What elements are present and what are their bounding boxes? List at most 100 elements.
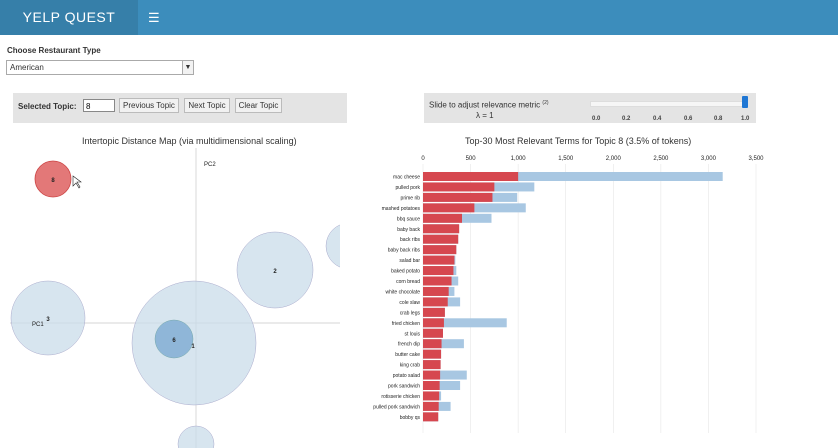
term-label[interactable]: mac cheese: [393, 175, 420, 181]
topic-frequency-bar[interactable]: [423, 401, 439, 411]
term-label[interactable]: pork sandwich: [388, 384, 420, 390]
x-tick-label: 1,500: [558, 156, 574, 162]
term-label[interactable]: rotisserie chicken: [381, 394, 420, 400]
slider-tick: 1.0: [741, 116, 750, 122]
terms-chart-title: Top-30 Most Relevant Terms for Topic 8 (…: [465, 136, 692, 146]
intertopic-map-title: Intertopic Distance Map (via multidimens…: [82, 136, 297, 146]
relevance-note: (2): [542, 100, 549, 106]
term-label[interactable]: pulled pork sandwich: [373, 404, 420, 410]
topic-frequency-bar[interactable]: [423, 339, 442, 349]
menu-icon[interactable]: ☰: [148, 10, 160, 25]
slider-tick: 0.2: [622, 116, 631, 122]
topic-frequency-bar[interactable]: [423, 255, 455, 265]
topic-frequency-bar[interactable]: [423, 224, 460, 234]
topic-frequency-bar[interactable]: [423, 213, 463, 223]
terms-bar-chart: 0 500 1,000 1,500 2,000 2,500 3,000 3,500 mac c…: [373, 156, 764, 433]
x-tick-label: 500: [466, 156, 477, 162]
topic-controls: Selected Topic: 8 Previous Topic Next To…: [13, 93, 347, 123]
term-label[interactable]: salad bar: [399, 258, 420, 264]
term-label[interactable]: bbq sauce: [397, 216, 420, 222]
overall-frequency-bar[interactable]: [423, 318, 507, 328]
restaurant-type-label: Choose Restaurant Type: [7, 46, 101, 55]
topic-frequency-bar[interactable]: [423, 286, 449, 296]
topic-frequency-bar[interactable]: [423, 307, 445, 317]
term-label[interactable]: corn bread: [396, 279, 420, 285]
topic-frequency-bar[interactable]: [423, 391, 440, 401]
mouse-cursor-icon: [72, 175, 82, 189]
x-tick-label: 3,500: [748, 156, 764, 162]
clear-topic-button[interactable]: Clear Topic: [235, 98, 282, 113]
topic-circle-2[interactable]: [236, 231, 314, 309]
relevance-slider-track[interactable]: [590, 101, 746, 107]
term-label[interactable]: white chocolate: [386, 289, 421, 295]
top-navbar: YELP QUEST ☰: [0, 0, 838, 35]
term-label[interactable]: butter cake: [395, 352, 420, 358]
x-tick-label: 1,000: [511, 156, 527, 162]
term-label[interactable]: bobby qs: [400, 415, 421, 421]
term-label[interactable]: cole slaw: [399, 300, 420, 306]
next-topic-button[interactable]: Next Topic: [184, 98, 230, 113]
topic-frequency-bar[interactable]: [423, 266, 454, 276]
topic-frequency-bar[interactable]: [423, 328, 443, 338]
app-brand[interactable]: YELP QUEST: [0, 0, 138, 35]
topic-circle-partial[interactable]: [177, 425, 215, 448]
relevance-slider-handle[interactable]: [742, 96, 748, 108]
term-label[interactable]: crab legs: [400, 310, 421, 316]
restaurant-type-value: American: [10, 63, 44, 72]
term-label[interactable]: prime rib: [401, 195, 421, 201]
topic-frequency-bar[interactable]: [423, 172, 519, 181]
slider-tick: 0.8: [714, 116, 723, 122]
topic-label: 2: [273, 269, 277, 275]
term-label[interactable]: french dip: [398, 342, 420, 348]
topic-frequency-bar[interactable]: [423, 381, 440, 390]
topic-frequency-bar[interactable]: [423, 192, 493, 202]
overall-frequency-bar[interactable]: [423, 370, 467, 380]
term-label[interactable]: king crab: [400, 363, 421, 369]
previous-topic-button[interactable]: Previous Topic: [119, 98, 179, 113]
selected-topic-input[interactable]: 8: [83, 99, 115, 112]
x-tick-label: 3,000: [701, 156, 717, 162]
relevance-label: Slide to adjust relevance metric (2): [429, 100, 549, 110]
intertopic-distance-map: PC2 PC1 8 4 2 3 6 1: [10, 148, 340, 448]
x-tick-label: 0: [421, 156, 425, 162]
topic-frequency-bar[interactable]: [423, 349, 442, 359]
term-label[interactable]: back ribs: [400, 237, 421, 243]
term-label[interactable]: baked potato: [391, 269, 420, 275]
term-label[interactable]: baby back: [397, 227, 420, 233]
term-label[interactable]: mashed potatoes: [382, 206, 421, 212]
topic-frequency-bar[interactable]: [423, 360, 441, 370]
topic-frequency-bar[interactable]: [423, 297, 448, 307]
chevron-down-icon[interactable]: ▼: [182, 61, 193, 74]
term-label[interactable]: pulled pork: [396, 185, 421, 191]
slider-tick: 0.0: [592, 116, 601, 122]
topic-circle-1[interactable]: [131, 280, 257, 406]
topic-frequency-bar[interactable]: [423, 234, 459, 244]
overall-frequency-bar[interactable]: [423, 172, 723, 181]
topic-label: 6: [172, 338, 176, 344]
topic-label: 1: [191, 344, 195, 350]
term-label[interactable]: fried chicken: [392, 321, 420, 327]
overall-frequency-bar[interactable]: [423, 339, 464, 349]
topic-frequency-bar[interactable]: [423, 182, 495, 192]
term-label[interactable]: st louis: [404, 331, 420, 337]
term-label[interactable]: potato salad: [393, 373, 420, 379]
topic-circle-6[interactable]: [154, 319, 194, 359]
topic-frequency-bar[interactable]: [423, 370, 441, 380]
topic-frequency-bar[interactable]: [423, 318, 444, 328]
pc1-label: PC1: [32, 322, 44, 328]
topic-frequency-bar[interactable]: [423, 245, 457, 255]
topic-circle-8-selected[interactable]: [34, 160, 72, 198]
restaurant-type-select[interactable]: American ▼: [6, 60, 194, 75]
slider-tick: 0.6: [684, 116, 693, 122]
topic-circle-3[interactable]: [10, 280, 86, 356]
overall-frequency-bar[interactable]: [423, 381, 461, 390]
topic-circle-4[interactable]: [325, 223, 340, 269]
lambda-value: λ = 1: [476, 111, 494, 120]
slider-tick: 0.4: [653, 116, 662, 122]
topic-frequency-bar[interactable]: [423, 203, 475, 213]
bar-marks: mac cheese pulled pork prime rib mashed pot…: [373, 172, 723, 422]
term-label[interactable]: baby back ribs: [388, 248, 421, 254]
topic-frequency-bar[interactable]: [423, 276, 452, 286]
topic-frequency-bar[interactable]: [423, 412, 439, 422]
selected-topic-label: Selected Topic:: [18, 102, 77, 111]
